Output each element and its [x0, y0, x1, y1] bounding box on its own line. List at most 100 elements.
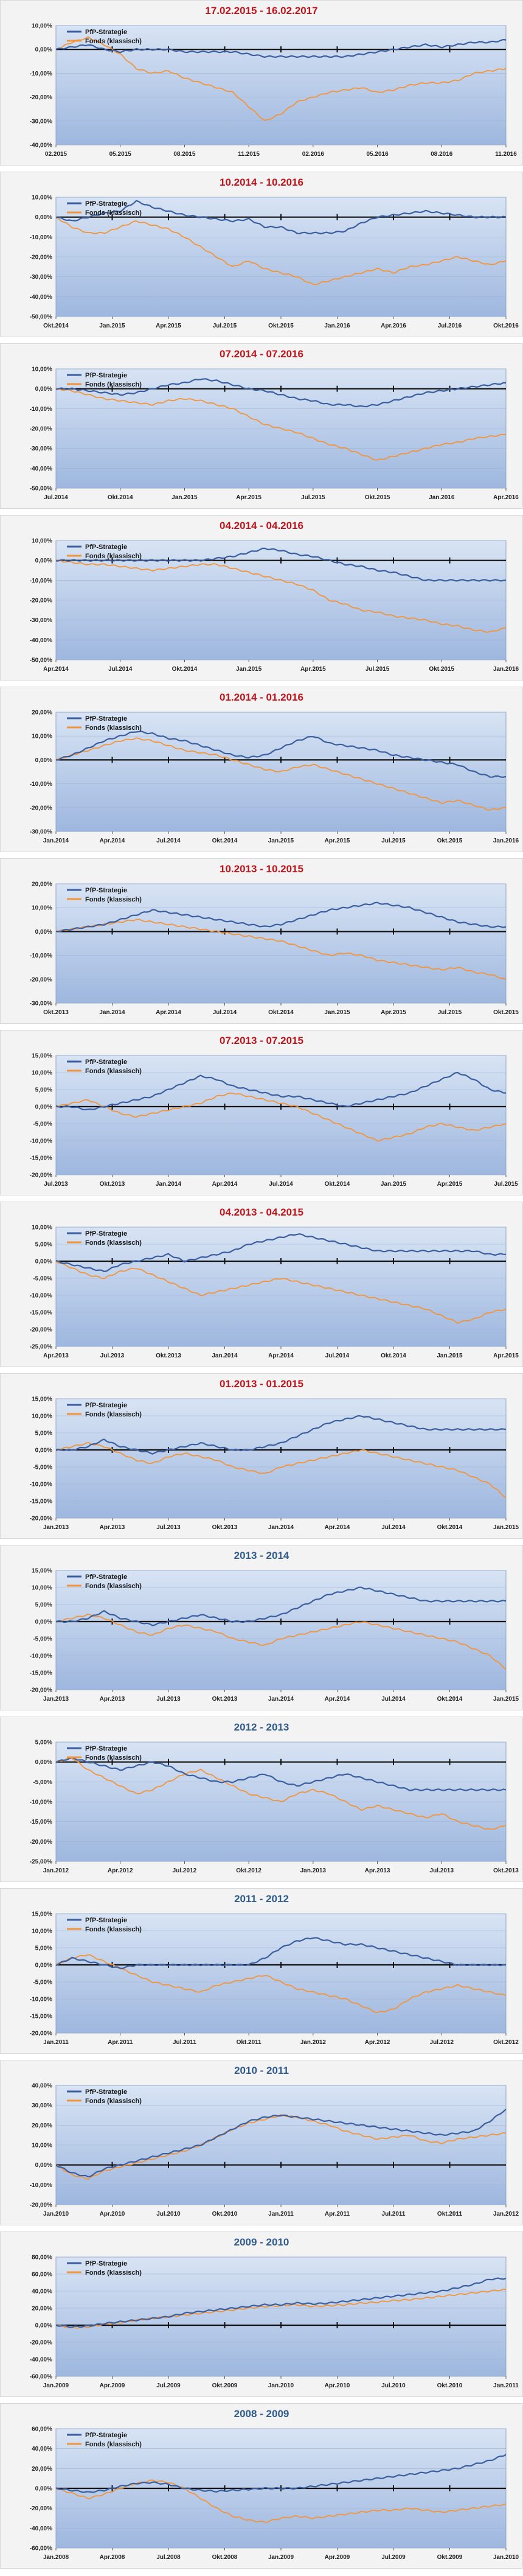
chart-title: 2013 - 2014	[234, 1550, 289, 1561]
legend-label: Fonds (klassisch)	[85, 2098, 142, 2105]
line-chart: 20,00% 10,00% 0,00% -10,00% -20,00% -30,00% Ok…	[30, 881, 519, 1017]
y-tick-label: 10,00%	[32, 195, 52, 201]
x-tick-label: Jul.2008	[156, 2554, 181, 2561]
line-chart: 20,00% 10,00% 0,00% -10,00% -20,00% -30,00% Ja…	[30, 710, 519, 845]
y-tick-label: -50,00%	[30, 314, 52, 321]
y-tick-label: -10,00%	[30, 71, 52, 77]
y-tick-label: 10,00%	[32, 366, 52, 373]
series-line-fonds	[55, 1092, 507, 1142]
x-tick-label: Apr.2009	[100, 2382, 125, 2389]
chart-panel: 2009 - 2010 80,00% 60,00% 40,00% 20,00% 0,00%…	[0, 2231, 523, 2397]
legend-label: Fonds (klassisch)	[85, 1239, 142, 1247]
y-tick-label: -25,00%	[30, 1859, 52, 1866]
y-tick-label: 0,00%	[35, 214, 52, 221]
chart-title: 2008 - 2009	[234, 2408, 289, 2420]
x-tick-label: Jan.2009	[268, 2554, 294, 2561]
series-line-fonds	[55, 215, 507, 285]
y-tick-label: 15,00%	[32, 1396, 52, 1403]
y-tick-label: -20,00%	[30, 1516, 52, 1522]
legend-label: Fonds (klassisch)	[85, 553, 142, 560]
y-tick-label: 5,00%	[35, 1242, 52, 1248]
x-tick-label: Apr.2015	[156, 323, 181, 329]
x-tick-label: Apr.2016	[493, 494, 519, 501]
plot-area	[55, 883, 507, 1004]
y-tick-label: 10,00%	[32, 1585, 52, 1592]
x-tick-label: Jan.2016	[493, 838, 519, 844]
legend-label: PfP-Strategie	[85, 544, 127, 551]
series-line-fonds	[55, 1954, 507, 2013]
chart-title: 07.2013 - 07.2015	[219, 1035, 303, 1046]
chart-panel: 2008 - 2009 60,00% 40,00% 20,00% 0,00% -20,00…	[0, 2403, 523, 2569]
chart-panel: 07.2013 - 07.2015 15,00% 10,00% 5,00% 0,00% -…	[0, 1030, 523, 1195]
line-chart: 10,00% 0,00% -10,00% -20,00% -30,00% -40,00% -…	[30, 538, 519, 673]
y-tick-label: -15,00%	[30, 1670, 52, 1677]
x-tick-label: Apr.2010	[325, 2382, 350, 2389]
y-tick-label: -50,00%	[30, 486, 52, 492]
series-line-strategy	[55, 378, 506, 408]
x-tick-label: Jul.2013	[430, 1867, 454, 1874]
legend-label: PfP-Strategie	[85, 1745, 127, 1752]
y-tick-label: -10,00%	[30, 1482, 52, 1488]
y-tick-label: -30,00%	[30, 1001, 52, 1007]
x-tick-label: Apr.2015	[325, 838, 350, 844]
y-tick-label: 20,00%	[32, 2306, 52, 2312]
x-tick-label: Jul.2011	[382, 2211, 406, 2217]
x-tick-label: Apr.2014	[325, 1524, 350, 1531]
x-tick-label: Jan.2008	[43, 2554, 69, 2561]
x-tick-label: Jan.2015	[171, 494, 198, 501]
x-tick-label: Jul.2011	[173, 2039, 196, 2046]
legend-label: Fonds (klassisch)	[85, 381, 142, 388]
chart-panel: 04.2013 - 04.2015 10,00% 5,00% 0,00% -5,00% -…	[0, 1202, 523, 1367]
series-line-fonds	[55, 2113, 507, 2180]
legend: PfP-Strategie Fonds (klassisch)	[67, 1059, 142, 1075]
x-tick-label: Jul.2015	[301, 494, 325, 501]
legend-label: PfP-Strategie	[85, 200, 127, 208]
x-tick-label: Okt.2012	[236, 1867, 262, 1874]
x-tick-label: Jul.2009	[156, 2382, 181, 2389]
x-tick-label: Apr.2014	[212, 1181, 238, 1188]
x-tick-label: Okt.2014	[381, 1353, 406, 1359]
y-tick-label: 80,00%	[32, 2255, 52, 2261]
legend-label: Fonds (klassisch)	[85, 724, 142, 732]
series-line-strategy	[55, 38, 507, 58]
series-line-strategy	[55, 730, 507, 778]
y-tick-label: 15,00%	[32, 1911, 52, 1918]
x-tick-label: Okt.2015	[437, 838, 463, 844]
legend: PfP-Strategie Fonds (klassisch)	[67, 1230, 142, 1247]
chart-title: 2012 - 2013	[234, 1721, 289, 1733]
y-tick-label: 0,00%	[35, 1259, 52, 1265]
y-tick-label: 20,00%	[32, 881, 52, 888]
x-tick-label: Jan.2012	[300, 2039, 327, 2046]
legend-label: PfP-Strategie	[85, 29, 127, 36]
y-tick-label: 10,00%	[32, 1413, 52, 1420]
legend-label: Fonds (klassisch)	[85, 1754, 142, 1762]
legend-label: PfP-Strategie	[85, 1917, 127, 1924]
series-line-strategy	[55, 547, 507, 582]
x-tick-label: Okt.2011	[437, 2211, 463, 2217]
x-tick-label: Jan.2014	[99, 1009, 125, 1016]
y-tick-label: -10,00%	[30, 234, 52, 241]
line-chart: 10,00% 0,00% -10,00% -20,00% -30,00% -40,00% 0…	[30, 23, 517, 158]
x-tick-label: Jul.2013	[156, 1524, 181, 1531]
legend-label: PfP-Strategie	[85, 2260, 127, 2267]
y-tick-label: 40,00%	[32, 2083, 52, 2090]
x-tick-label: Jan.2013	[300, 1867, 327, 1874]
plot-area	[55, 1398, 507, 1519]
x-tick-label: Okt.2014	[325, 1181, 350, 1188]
legend: PfP-Strategie Fonds (klassisch)	[67, 2088, 142, 2105]
x-tick-label: Okt.2014	[172, 666, 198, 673]
y-tick-label: 0,00%	[35, 2486, 52, 2493]
legend-label: PfP-Strategie	[85, 372, 127, 379]
x-tick-label: Jan.2011	[268, 2211, 294, 2217]
line-chart: 15,00% 10,00% 5,00% 0,00% -5,00% -10,00% -15,0…	[30, 1911, 519, 2046]
line-chart: 10,00% 0,00% -10,00% -20,00% -30,00% -40,00% -…	[30, 195, 519, 330]
y-tick-label: -20,00%	[30, 1687, 52, 1694]
legend: PfP-Strategie Fonds (klassisch)	[67, 1917, 142, 1933]
legend: PfP-Strategie Fonds (klassisch)	[67, 372, 142, 388]
x-tick-label: Jan.2010	[493, 2554, 519, 2561]
legend-label: Fonds (klassisch)	[85, 209, 142, 217]
y-tick-label: -15,00%	[30, 1499, 52, 1505]
legend: PfP-Strategie Fonds (klassisch)	[67, 1402, 142, 1418]
legend-label: Fonds (klassisch)	[85, 2441, 142, 2448]
